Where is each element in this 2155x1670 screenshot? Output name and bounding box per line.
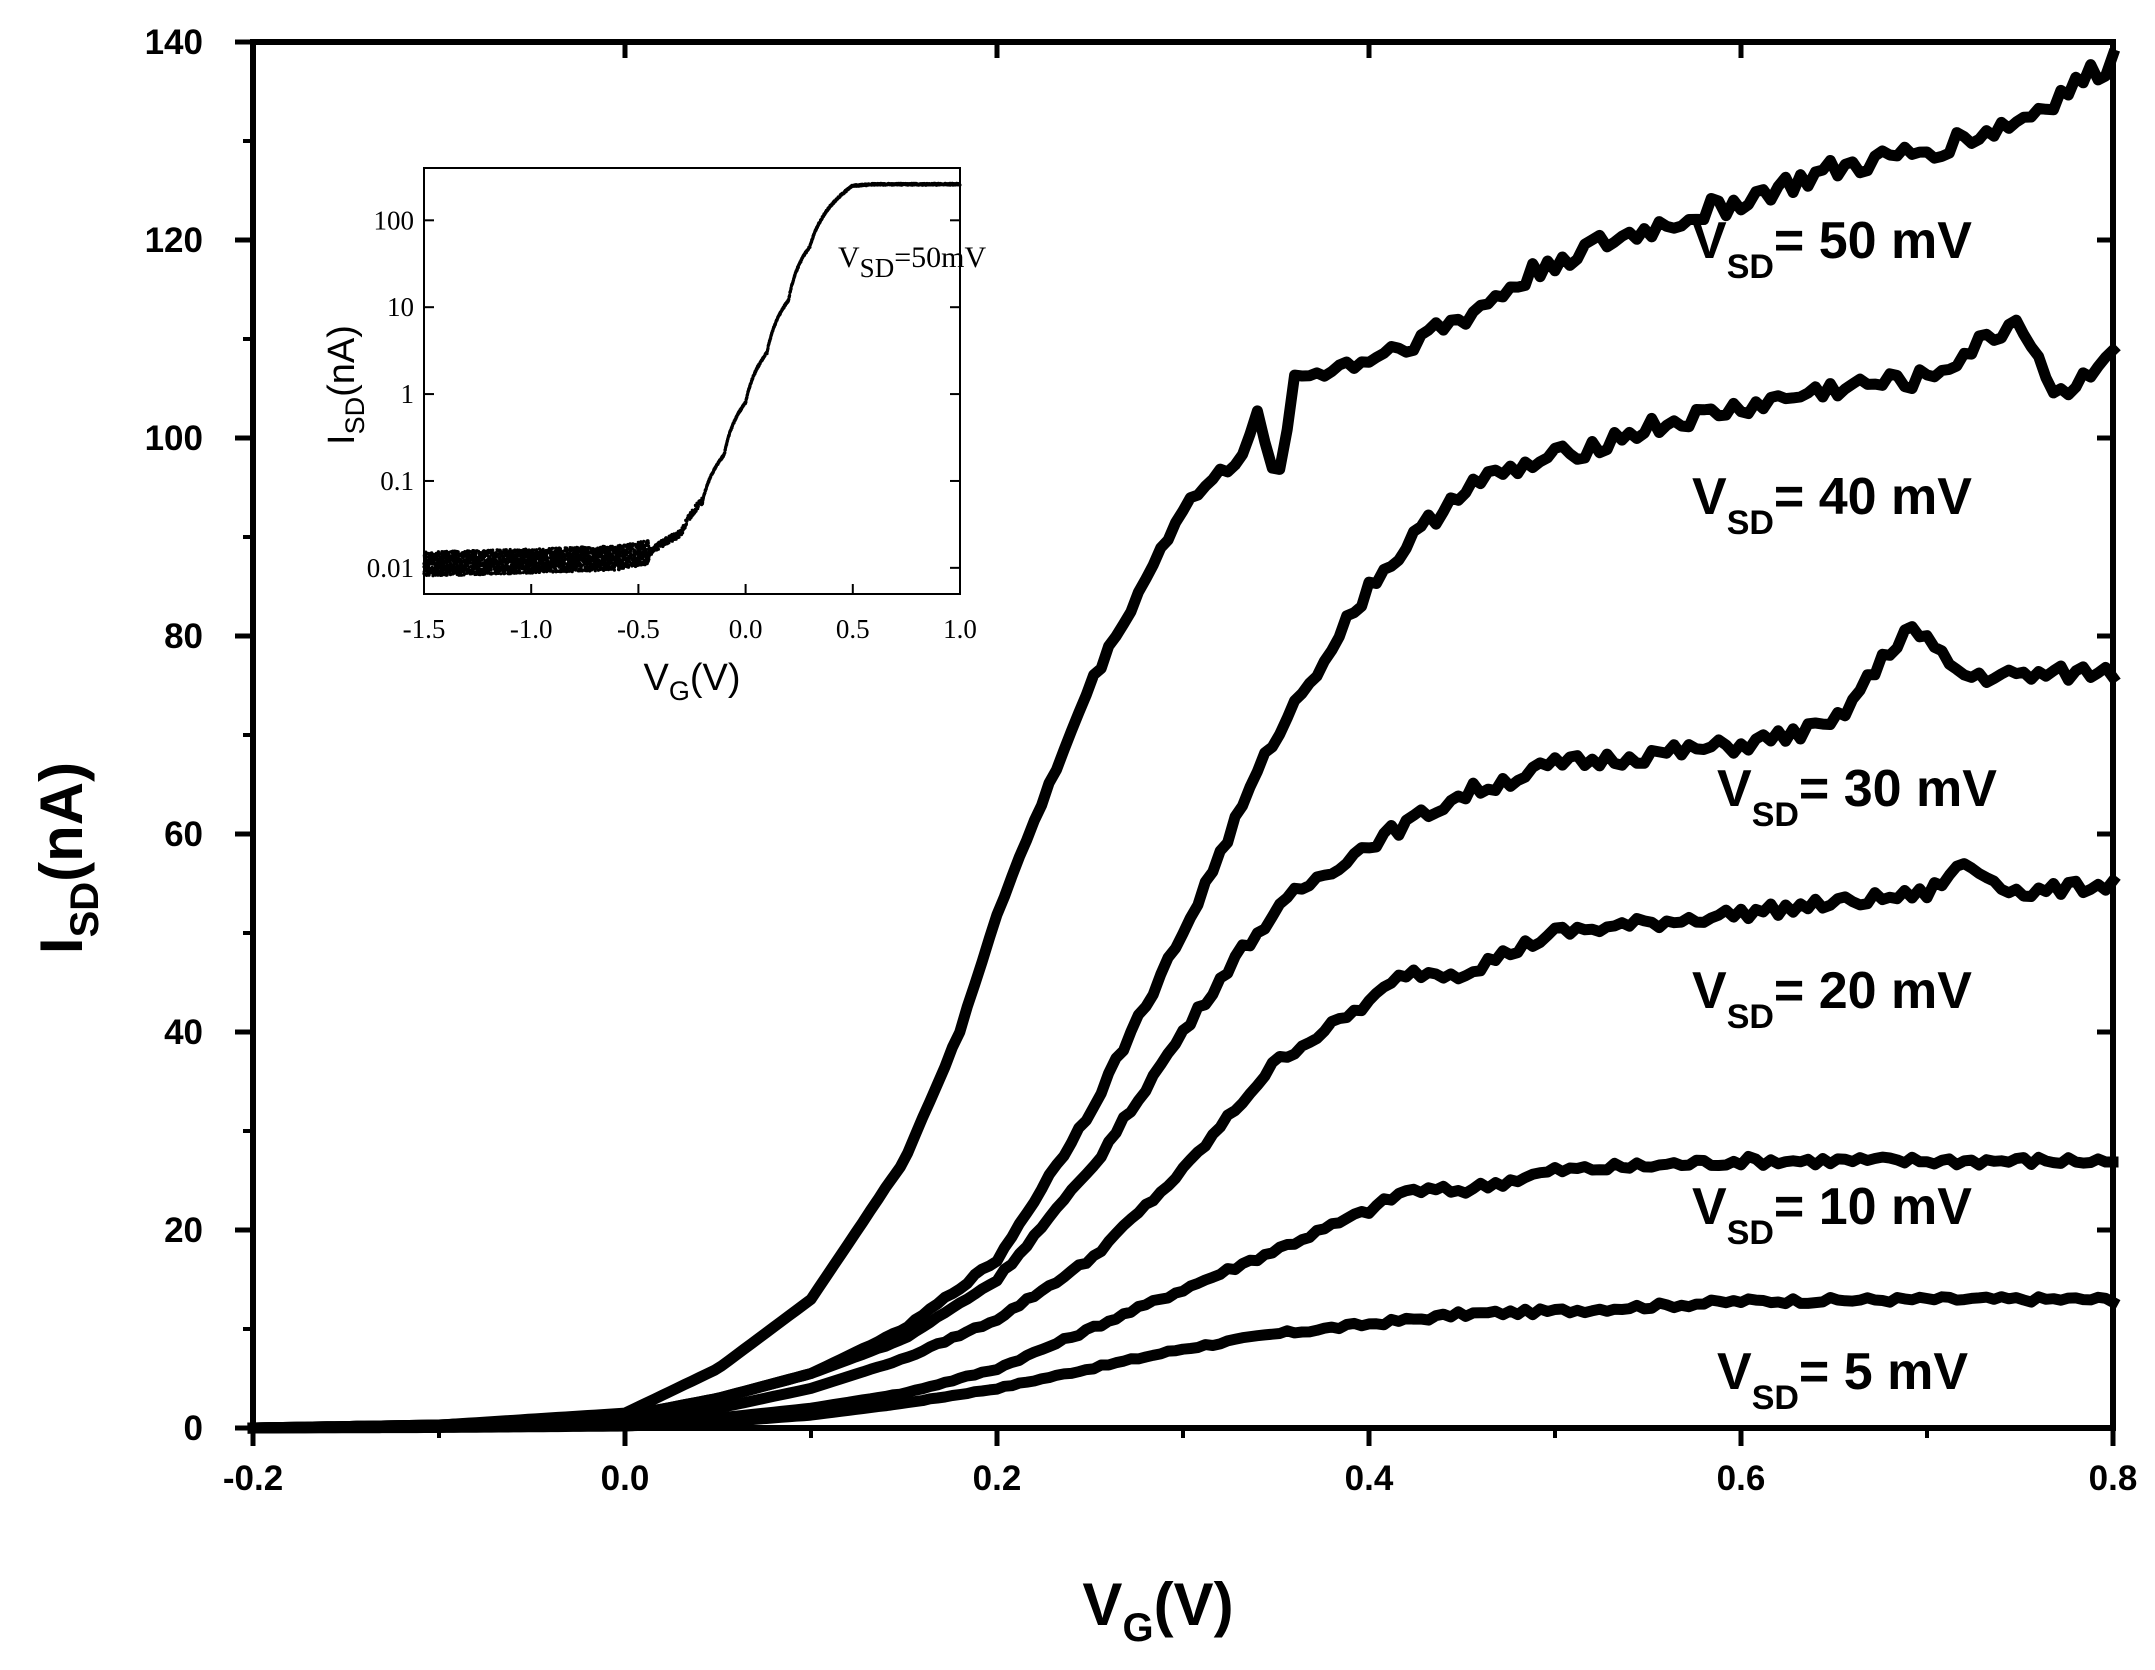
y-tick-label: 0 bbox=[184, 1409, 203, 1448]
inset-point bbox=[600, 554, 604, 558]
inset-y-tick-label: 0.1 bbox=[380, 466, 414, 496]
y-tick-label: 60 bbox=[164, 815, 203, 854]
inset-axes-frame bbox=[423, 167, 961, 595]
inset-point bbox=[499, 572, 503, 576]
inset-point bbox=[554, 564, 559, 568]
x-tick-label: 0.0 bbox=[601, 1459, 650, 1498]
inset-point bbox=[647, 557, 651, 562]
series-label-5mv: VSD= 5 mV bbox=[1717, 1343, 1968, 1417]
y-tick-label: 140 bbox=[145, 23, 203, 62]
series-label-40mv: VSD= 40 mV bbox=[1692, 468, 1972, 542]
series-labels: VSD= 5 mV VSD= 10 mV VSD= 20 mV VSD= 30 mV V… bbox=[1692, 212, 1997, 1417]
inset-point bbox=[723, 451, 727, 455]
inset-y-axis-title: ISD(nA) bbox=[321, 325, 370, 445]
main-ticks: -0.2 0.0 0.2 0.4 0.6 0.8 0 20 40 60 80 100 120 140 bbox=[145, 23, 2138, 1498]
x-axis-title: VG(V) bbox=[1082, 1571, 1233, 1650]
x-tick-label: 0.2 bbox=[973, 1459, 1022, 1498]
series-label-30mv: VSD= 30 mV bbox=[1717, 760, 1997, 834]
inset-point bbox=[696, 504, 700, 509]
inset-point bbox=[459, 571, 463, 575]
inset-plot: -1.5 -1.0 -0.5 0.0 0.5 1.0 0.01 0.1 1 10 100 VSD=5… bbox=[321, 167, 986, 706]
y-tick-label: 120 bbox=[145, 221, 203, 260]
x-tick-label: -0.2 bbox=[223, 1459, 283, 1498]
inset-point bbox=[593, 569, 597, 573]
inset-ticks: -1.5 -1.0 -0.5 0.0 0.5 1.0 0.01 0.1 1 10 100 bbox=[367, 205, 977, 644]
inset-point bbox=[512, 553, 516, 557]
inset-point bbox=[677, 535, 681, 539]
inset-point bbox=[474, 551, 478, 555]
inset-y-tick-label: 0.01 bbox=[367, 553, 414, 583]
inset-point bbox=[445, 573, 449, 577]
inset-point bbox=[656, 547, 661, 551]
series-line-30mv bbox=[247, 621, 2121, 1434]
inset-x-tick-label: 1.0 bbox=[943, 614, 977, 644]
inset-series-label: VSD=50mV bbox=[838, 241, 986, 283]
inset-background bbox=[424, 168, 960, 594]
inset-y-tick-label: 10 bbox=[387, 292, 414, 322]
inset-point bbox=[788, 293, 792, 297]
inset-point bbox=[744, 400, 748, 404]
inset-point bbox=[503, 571, 507, 575]
inset-point bbox=[489, 568, 493, 572]
inset-x-tick-label: -0.5 bbox=[617, 614, 660, 644]
inset-x-tick-label: 0.5 bbox=[836, 614, 870, 644]
inset-point bbox=[647, 544, 651, 548]
y-tick-label: 20 bbox=[164, 1211, 203, 1250]
y-axis-title: ISD(nA) bbox=[28, 762, 107, 954]
inset-x-tick-label: -1.0 bbox=[510, 614, 553, 644]
inset-point bbox=[684, 522, 689, 526]
inset-x-tick-label: -1.5 bbox=[403, 614, 446, 644]
series-label-20mv: VSD= 20 mV bbox=[1692, 962, 1972, 1036]
inset-point bbox=[426, 551, 430, 555]
y-tick-label: 80 bbox=[164, 617, 203, 656]
y-tick-label: 40 bbox=[164, 1013, 203, 1052]
inset-point bbox=[626, 565, 631, 569]
x-tick-label: 0.4 bbox=[1345, 1459, 1394, 1498]
inset-point bbox=[637, 556, 641, 560]
inset-point bbox=[667, 541, 671, 545]
series-label-50mv: VSD= 50 mV bbox=[1692, 212, 1972, 286]
inset-x-tick-label: 0.0 bbox=[729, 614, 763, 644]
x-tick-label: 0.8 bbox=[2089, 1459, 2138, 1498]
inset-point bbox=[646, 541, 650, 545]
inset-point bbox=[612, 568, 617, 572]
y-tick-label: 100 bbox=[145, 419, 203, 458]
inset-x-axis-title: VG(V) bbox=[643, 657, 740, 706]
inset-point bbox=[642, 539, 646, 544]
inset-point bbox=[434, 573, 438, 577]
inset-plot-border bbox=[423, 167, 961, 595]
inset-point bbox=[551, 569, 555, 574]
inset-y-tick-label: 1 bbox=[401, 379, 415, 409]
inset-point bbox=[652, 549, 656, 553]
inset-point bbox=[551, 546, 555, 550]
inset-point bbox=[523, 569, 527, 573]
inset-point bbox=[681, 531, 685, 535]
inset-point bbox=[546, 556, 550, 560]
series-label-10mv: VSD= 10 mV bbox=[1692, 1178, 1972, 1252]
x-tick-label: 0.6 bbox=[1717, 1459, 1766, 1498]
series-line-50mv bbox=[247, 47, 2121, 1434]
inset-point bbox=[519, 571, 523, 575]
inset-y-tick-label: 100 bbox=[374, 205, 415, 235]
inset-point bbox=[789, 287, 793, 291]
inset-point bbox=[787, 297, 791, 301]
inset-data-series bbox=[422, 181, 962, 578]
inset-point bbox=[591, 547, 595, 551]
inset-point bbox=[626, 551, 630, 555]
main-plot: -0.2 0.0 0.2 0.4 0.6 0.8 0 20 40 60 80 100 120 140 VS… bbox=[28, 23, 2137, 1650]
inset-point bbox=[491, 548, 495, 552]
